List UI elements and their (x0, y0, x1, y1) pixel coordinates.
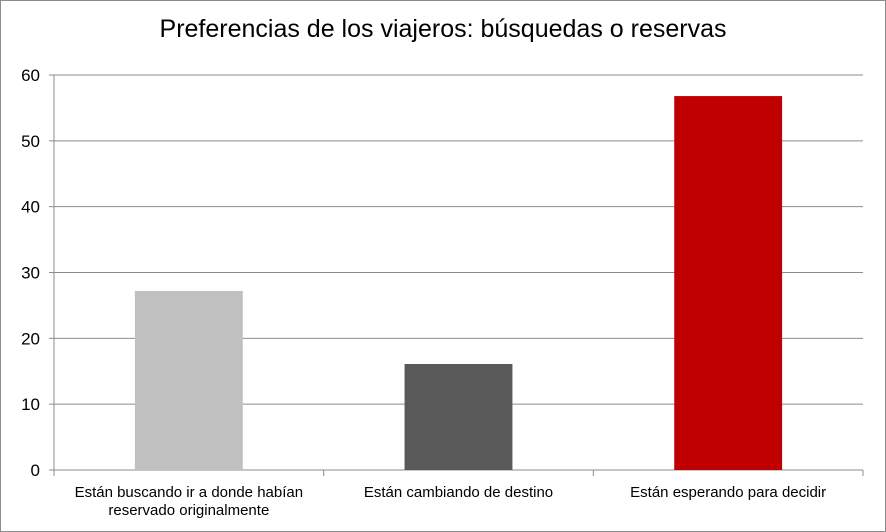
category-label-line: reservado originalmente (108, 502, 269, 519)
category-label-line: Están buscando ir a donde habían (75, 484, 304, 501)
category-label: Están buscando ir a donde habían reservad… (75, 484, 304, 519)
category-label: Están esperando para decidir (630, 484, 826, 501)
y-tick-label: 40 (21, 198, 40, 217)
bar (134, 290, 243, 470)
category-label: Están cambiando de destino (364, 484, 553, 501)
y-tick-label: 0 (31, 461, 40, 480)
category-label-line: Están cambiando de destino (364, 484, 553, 501)
y-tick-label: 60 (21, 66, 40, 85)
y-tick-label: 50 (21, 132, 40, 151)
bar (404, 364, 513, 470)
y-tick-label: 20 (21, 329, 40, 348)
chart-title: Preferencias de los viajeros: búsquedas … (159, 15, 727, 43)
bar (674, 96, 783, 471)
category-label-line: Están esperando para decidir (630, 484, 826, 501)
y-tick-label: 30 (21, 264, 40, 283)
y-tick-label: 10 (21, 395, 40, 414)
